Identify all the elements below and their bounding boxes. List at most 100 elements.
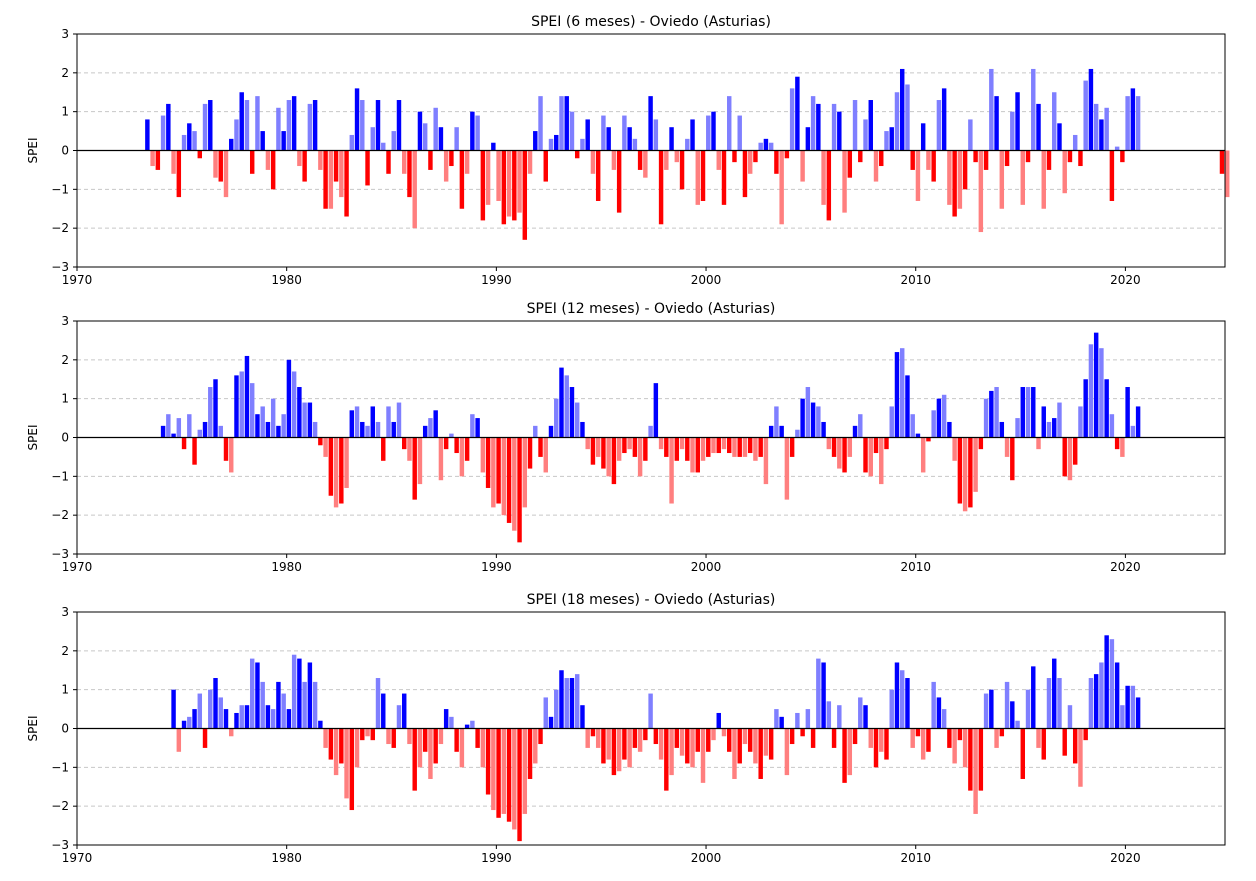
bar [229, 437, 234, 473]
bar [1083, 379, 1088, 438]
bar [255, 662, 260, 729]
bar [580, 705, 585, 729]
bar [234, 712, 239, 729]
bar [176, 418, 182, 438]
bar [512, 437, 517, 531]
bar [396, 402, 402, 438]
bar [800, 398, 805, 438]
bar [1109, 414, 1115, 438]
bar [611, 728, 617, 776]
bar [700, 728, 706, 783]
bar [1015, 418, 1020, 438]
bar [1046, 678, 1052, 729]
bar [789, 88, 795, 151]
bar [475, 115, 480, 151]
bar [643, 728, 648, 741]
bar [1036, 103, 1041, 151]
bar [784, 728, 790, 776]
bar [223, 437, 229, 461]
bar [349, 410, 355, 438]
bar [905, 84, 910, 151]
bar [375, 100, 381, 151]
bar [1219, 150, 1225, 174]
bar [679, 728, 685, 756]
bar [706, 437, 711, 457]
bar [669, 728, 674, 776]
bar [438, 728, 444, 745]
bar [244, 705, 250, 729]
bar [150, 150, 155, 167]
bar [826, 701, 832, 729]
bar [994, 387, 999, 438]
bar [858, 697, 863, 729]
bar [166, 103, 171, 151]
bar [931, 410, 936, 438]
bar [774, 406, 779, 438]
bar [548, 138, 554, 151]
bar [533, 728, 538, 764]
bar [375, 421, 381, 438]
bar [643, 150, 648, 178]
bar [496, 728, 501, 818]
bar [569, 678, 575, 729]
bar [459, 728, 465, 768]
bar [653, 728, 659, 745]
subplot-2: −3 −2 −1 0 1 2 3 1970 1980 1990 2000 2010 2020 SPEI (… [26, 301, 1226, 574]
bar [606, 127, 611, 151]
x-tick-label: 2020 [1110, 560, 1141, 574]
bar [968, 728, 973, 791]
bar [276, 425, 281, 438]
bar [784, 437, 790, 500]
bar [302, 402, 307, 438]
bar [1083, 80, 1088, 151]
bar [695, 437, 700, 473]
bar [779, 716, 784, 729]
bar [412, 437, 417, 500]
bar [685, 138, 690, 151]
y-tick-label: 1 [61, 683, 69, 697]
bar [276, 681, 281, 729]
bar [601, 115, 606, 151]
bar [994, 96, 999, 151]
bar [858, 414, 863, 438]
bar [742, 437, 748, 457]
bar [1125, 685, 1130, 729]
bar [249, 383, 255, 438]
bar [1083, 728, 1088, 741]
x-tick-label: 1970 [62, 273, 93, 287]
bar [422, 425, 428, 438]
bar [1025, 150, 1031, 163]
bar [218, 150, 223, 182]
bar [852, 100, 858, 151]
bar [758, 142, 763, 151]
bar [716, 150, 721, 170]
bar [1052, 418, 1057, 438]
bar [800, 728, 805, 737]
bar [989, 689, 994, 729]
bar [181, 134, 187, 151]
bar [753, 437, 758, 461]
bar [265, 421, 271, 438]
bar [213, 379, 218, 438]
bar [585, 119, 590, 151]
bar [706, 728, 711, 752]
bar [370, 728, 375, 741]
bar [145, 119, 150, 151]
bar [968, 119, 973, 151]
bar [1120, 437, 1125, 457]
bar [449, 716, 454, 729]
bar [1125, 96, 1130, 151]
bar [983, 150, 989, 170]
bar [438, 437, 444, 481]
bar [443, 150, 449, 182]
x-tick-label: 2010 [900, 273, 931, 287]
bar [632, 138, 638, 151]
bar [443, 709, 449, 729]
y-axis-label: SPEI [26, 716, 40, 742]
bar [485, 728, 491, 795]
bar [852, 728, 858, 745]
bar [312, 681, 318, 729]
x-tick-label: 1980 [271, 560, 302, 574]
bar [1099, 119, 1104, 151]
bar [873, 728, 879, 768]
